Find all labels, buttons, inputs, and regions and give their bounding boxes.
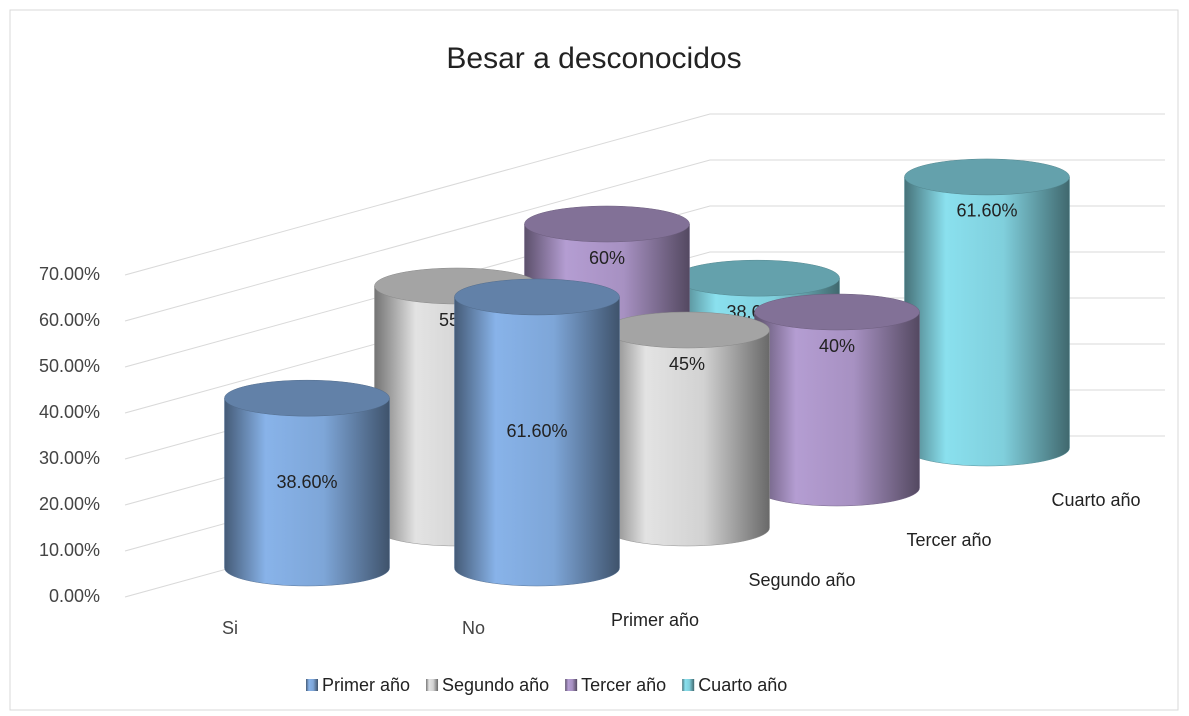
data-label: 61.60%	[956, 201, 1017, 221]
bar-top	[904, 158, 1070, 196]
bar-top	[454, 278, 620, 316]
data-label: 60%	[589, 248, 625, 268]
y-tick-label: 30.00%	[39, 448, 100, 468]
legend-swatch	[682, 679, 695, 691]
y-tick-label: 50.00%	[39, 356, 100, 376]
bar-top	[604, 311, 770, 349]
legend-label: Cuarto año	[698, 675, 787, 695]
bar-top	[754, 293, 920, 331]
bar-top	[674, 259, 840, 297]
bar	[454, 296, 620, 587]
bar-top	[224, 379, 390, 417]
legend-swatch	[306, 679, 318, 691]
depth-label: Cuarto año	[1051, 490, 1140, 510]
data-label: 40%	[819, 336, 855, 356]
x-tick-label: Si	[222, 618, 238, 638]
legend-label: Segundo año	[442, 675, 549, 695]
legend-swatch	[426, 679, 439, 691]
grid-line	[124, 113, 1165, 276]
cylinder: 61.60%	[904, 158, 1070, 467]
y-tick-label: 0.00%	[49, 586, 100, 606]
data-label: 61.60%	[506, 421, 567, 441]
chart-title: Besar a desconocidos	[446, 42, 741, 75]
legend-swatch	[565, 679, 578, 691]
depth-label: Primer año	[611, 610, 699, 630]
legend-label: Tercer año	[581, 675, 666, 695]
cylinder: 40%	[754, 293, 920, 507]
depth-label: Segundo año	[748, 570, 855, 590]
legend-label: Primer año	[322, 675, 410, 695]
data-label: 45%	[669, 354, 705, 374]
x-tick-label: No	[462, 618, 485, 638]
y-tick-label: 70.00%	[39, 264, 100, 284]
data-label: 38.60%	[276, 472, 337, 492]
y-tick-label: 40.00%	[39, 402, 100, 422]
cylinder: 61.60%	[454, 278, 620, 587]
cylinder: 45%	[604, 311, 770, 547]
bar	[224, 397, 390, 587]
bar-top	[524, 205, 690, 243]
depth-label: Tercer año	[906, 530, 991, 550]
y-tick-label: 10.00%	[39, 540, 100, 560]
y-tick-label: 60.00%	[39, 310, 100, 330]
y-tick-label: 20.00%	[39, 494, 100, 514]
cylinder: 38.60%	[224, 379, 390, 587]
